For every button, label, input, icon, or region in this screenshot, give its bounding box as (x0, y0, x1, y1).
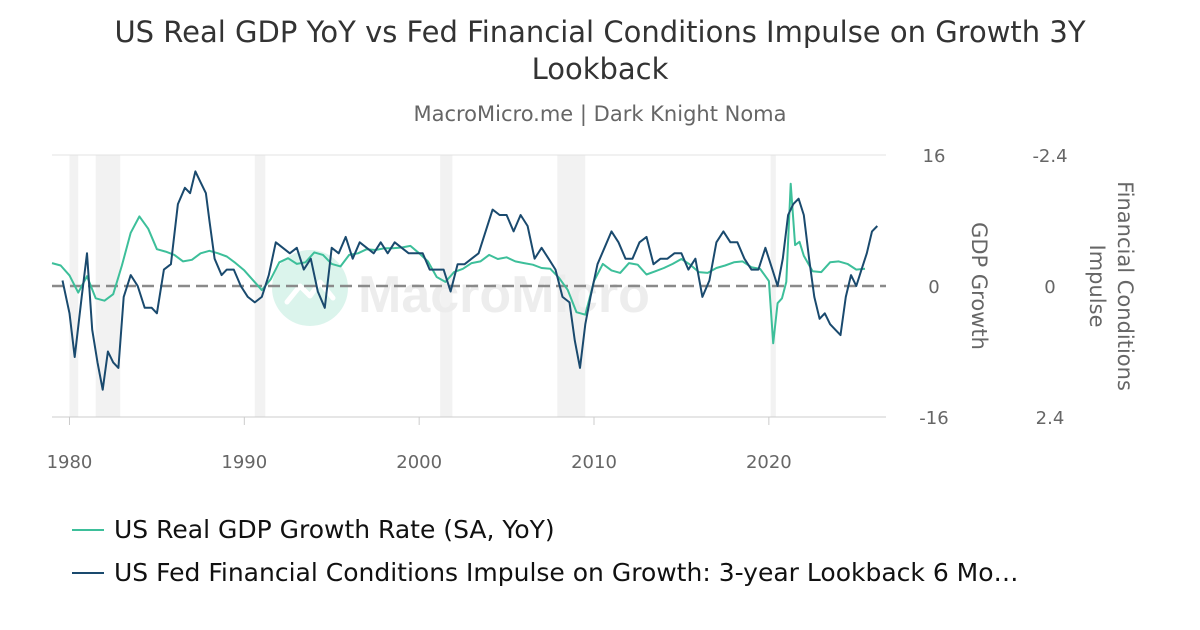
legend-label-fci: US Fed Financial Conditions Impulse on G… (114, 558, 1019, 587)
x-tick-label-4: 2020 (746, 452, 792, 473)
right-axis-tick-label-0: -2.4 (1032, 146, 1067, 167)
chart-subtitle: MacroMicro.me | Dark Knight Noma (413, 102, 787, 126)
x-tick-label-3: 2010 (571, 452, 617, 473)
left-axis-title: GDP Growth (967, 222, 991, 350)
right-axis-tick-label-2: 2.4 (1036, 408, 1065, 429)
left-axis-ticks: 16 0 -16 (919, 146, 948, 429)
x-tick-label-1: 1990 (221, 452, 267, 473)
legend-swatch-fci (72, 571, 104, 574)
watermark-logo: MacroMicro (272, 250, 650, 326)
right-axis-tick-label-1: 0 (1044, 277, 1055, 298)
x-tick-label-2: 2000 (396, 452, 442, 473)
recession-band-3 (440, 155, 453, 417)
left-axis-tick-label-2: -16 (919, 408, 948, 429)
financial-conditions-impulse-series-line (61, 170, 879, 391)
left-axis-tick-label-0: 16 (923, 146, 946, 167)
x-tick-label-0: 1980 (47, 452, 93, 473)
watermark-text: MacroMicro (358, 266, 650, 324)
chart-legend: US Real GDP Growth Rate (SA, YoY) US Fed… (72, 508, 1019, 594)
watermark-icon-glyph (284, 279, 336, 305)
right-axis-ticks: -2.4 0 2.4 (1032, 146, 1067, 429)
x-axis-ticks: 1980 1990 2000 2010 2020 (47, 417, 792, 473)
legend-item-gdp[interactable]: US Real GDP Growth Rate (SA, YoY) (72, 508, 1019, 551)
right-axis-title-line-1: Financial Conditions (1113, 181, 1137, 391)
legend-item-fci[interactable]: US Fed Financial Conditions Impulse on G… (72, 551, 1019, 594)
legend-label-gdp: US Real GDP Growth Rate (SA, YoY) (114, 515, 555, 544)
chart-title: US Real GDP YoY vs Fed Financial Conditi… (114, 15, 1086, 86)
right-axis-title-line-2: Impulse (1085, 245, 1109, 328)
left-axis-tick-label-1: 0 (928, 277, 939, 298)
legend-swatch-gdp (72, 528, 104, 531)
